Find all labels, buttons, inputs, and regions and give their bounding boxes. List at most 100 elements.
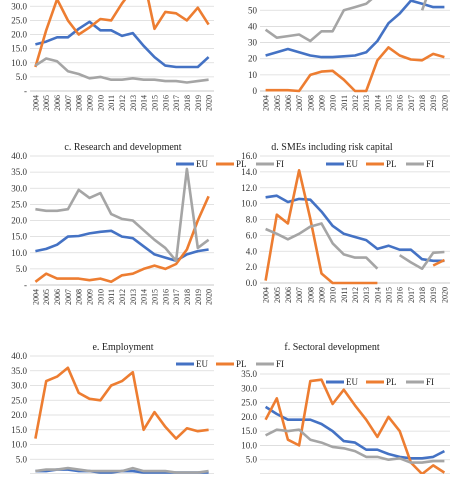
y-tick-label: - [254,469,257,474]
x-tick-label: 2008 [306,287,315,303]
y-tick-label: 8.0 [246,215,258,225]
series-line-fi [420,0,428,11]
x-tick-label: 2015 [385,287,394,303]
x-tick-label: 2010 [329,287,338,303]
x-tick-label: 2009 [317,287,326,303]
x-tick-label: 2012 [118,95,127,111]
series-line-fi [34,57,209,84]
y-tick-label: 25.0 [11,395,27,405]
legend-label-pl: PL [236,159,247,169]
x-tick-label: 2020 [440,95,449,111]
series-line-fi [35,167,210,263]
x-tick-label: 2014 [373,287,382,303]
x-tick-label: 2010 [96,289,105,305]
x-tick-label: 2020 [440,287,449,303]
x-tick-label: 2016 [396,287,405,303]
y-tick-label: 14.0 [241,167,257,177]
x-tick-label: 2019 [429,287,438,303]
x-tick-label: 2005 [42,95,51,111]
x-tick-label: 2006 [284,287,293,303]
x-tick-label: 2012 [351,287,360,303]
x-tick-label: 2006 [53,289,62,305]
y-tick-label: 10.0 [241,199,257,209]
y-tick-label: 6.0 [246,230,258,240]
y-tick-label: 5.0 [246,455,258,465]
x-tick-label: 2017 [172,289,181,305]
x-tick-label: 2009 [86,289,95,305]
x-tick-label: 2005 [273,287,282,303]
legend-label-fi: FI [276,359,284,369]
x-tick-label: 2007 [64,289,73,305]
y-tick-label: 10 [248,70,258,80]
x-tick-label: 2014 [140,95,149,111]
x-tick-label: 2019 [194,289,203,305]
y-tick-label: - [24,86,27,96]
x-tick-label: 2019 [429,95,438,111]
x-tick-label: 2020 [205,95,214,111]
x-tick-label: 2004 [31,289,40,305]
y-tick-label: - [24,280,27,290]
y-tick-label: 40.0 [11,151,27,161]
y-tick-label: 15.0 [11,44,27,54]
y-tick-label: 5.0 [16,72,28,82]
x-tick-label: 2004 [262,95,271,111]
x-tick-label: 2005 [42,289,51,305]
series-line-pl [432,258,445,267]
series-line-fi [265,222,379,270]
y-tick-label: 20.0 [241,412,257,422]
y-tick-label: 15.0 [241,426,257,436]
legend-label-eu: EU [196,159,208,169]
x-tick-label: 2012 [118,289,127,305]
x-tick-label: 2016 [161,95,170,111]
legend-label-eu: EU [346,159,358,169]
y-tick-label: 10.0 [11,440,27,450]
series-line-fi [264,0,373,43]
y-tick-label: 12.0 [241,183,257,193]
y-tick-label: 20.0 [11,410,27,420]
x-tick-label: 2007 [295,287,304,303]
y-tick-label: 10.0 [11,58,27,68]
x-tick-label: 2015 [385,95,394,111]
panel-e: - 5.0 10.0 15.0 20.0 25.0 30.0 35.0 40.0 e. Emplo… [11,342,284,479]
series-line-pl [264,378,446,476]
y-tick-label: 25.0 [11,15,27,25]
x-tick-label: 2013 [362,287,371,303]
x-tick-label: 2018 [418,95,427,111]
x-tick-label: 2009 [317,95,326,111]
series-line-pl [34,195,210,284]
y-tick-label: 20 [248,54,258,64]
x-tick-label: 2004 [31,95,40,111]
y-tick-label: 0 [253,86,258,96]
panel-title: f. Sectoral development [284,342,379,353]
y-tick-label: 30 [248,38,258,48]
x-tick-label: 2012 [351,95,360,111]
x-tick-label: 2020 [205,289,214,305]
y-tick-label: 35.0 [241,369,257,379]
x-tick-label: 2018 [183,95,192,111]
y-tick-label: 10.0 [241,440,257,450]
y-tick-label: 50 [248,5,258,15]
panel-f: - 5.0 10.0 15.0 20.0 25.0 30.0 35.0 f. Sectoral … [241,342,450,479]
x-tick-label: 2011 [340,287,349,303]
x-tick-label: 2017 [172,95,181,111]
x-tick-label: 2011 [107,95,116,111]
x-tick-label: 2005 [273,95,282,111]
x-tick-label: 2013 [129,289,138,305]
x-tick-label: 2017 [407,287,416,303]
x-tick-label: 2010 [329,95,338,111]
legend-label-pl: PL [386,159,397,169]
x-tick-label: 2008 [306,95,315,111]
x-tick-label: 2009 [86,95,95,111]
x-tick-label: 2010 [96,95,105,111]
y-tick-label: - [24,469,27,474]
x-tick-label: 2014 [373,95,382,111]
y-tick-label: 30.0 [11,381,27,391]
x-tick-label: 2008 [75,289,84,305]
panel-b: 0102030405060200420052006200720082009201… [248,0,450,111]
x-tick-label: 2006 [284,95,293,111]
y-tick-label: 40 [248,21,258,31]
y-tick-label: 35.0 [11,366,27,376]
